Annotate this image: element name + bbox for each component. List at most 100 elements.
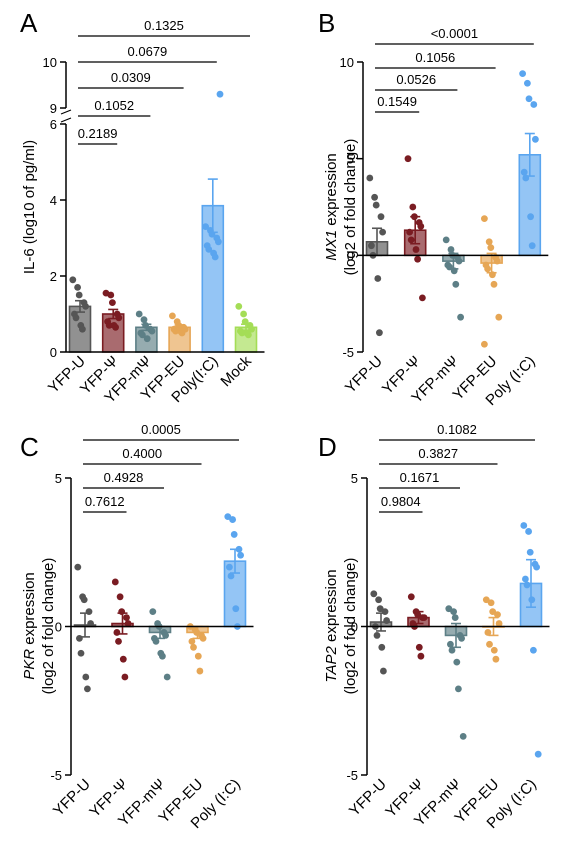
y-axis-label: PKR expression (log2 of fold change) <box>21 558 57 695</box>
data-point <box>533 563 540 571</box>
data-point <box>152 637 160 645</box>
y-axis-label-line2: (log2 of fold change) <box>40 558 57 695</box>
y-tick-label: 10 <box>340 55 354 70</box>
data-point <box>414 255 421 263</box>
data-point <box>74 284 81 291</box>
data-point <box>523 581 531 589</box>
p-value-label: 0.2189 <box>78 126 118 141</box>
p-value-label: <0.0001 <box>431 26 478 41</box>
data-point <box>135 310 143 318</box>
data-point <box>481 215 488 223</box>
data-point <box>457 313 464 321</box>
p-value-label: 0.9804 <box>381 494 421 509</box>
data-point <box>525 528 532 535</box>
data-point <box>215 238 222 246</box>
data-point <box>494 611 501 619</box>
data-point <box>455 685 462 693</box>
y-axis-label-text: expression <box>323 153 340 230</box>
data-point <box>495 620 503 627</box>
p-value-label: 0.0679 <box>128 44 168 59</box>
data-point <box>188 637 196 645</box>
data-point <box>226 563 233 571</box>
data-point <box>240 310 248 318</box>
data-point <box>202 223 210 231</box>
data-point <box>377 213 385 221</box>
data-point <box>113 629 121 636</box>
data-point <box>232 605 240 613</box>
y-axis-label-gene: MX1 <box>323 230 340 261</box>
data-point <box>163 673 171 681</box>
axis-break-mark <box>60 109 72 115</box>
data-point <box>485 238 493 246</box>
data-point <box>486 640 493 648</box>
data-point <box>74 563 82 571</box>
data-point <box>381 608 389 616</box>
data-point <box>380 667 387 675</box>
data-point <box>530 646 537 654</box>
data-point <box>484 629 492 636</box>
data-point <box>84 685 91 693</box>
data-point <box>453 658 461 666</box>
data-point <box>211 253 219 261</box>
p-value-label: 0.1549 <box>377 94 417 109</box>
data-point <box>383 617 390 624</box>
data-point <box>459 732 467 740</box>
p-value-label: 0.3827 <box>418 446 458 461</box>
data-point <box>407 593 415 601</box>
data-point <box>532 135 539 143</box>
data-point <box>80 596 88 604</box>
data-point <box>178 329 186 337</box>
data-point <box>82 673 90 681</box>
data-point <box>412 246 420 253</box>
p-value-label: 0.4000 <box>122 446 162 461</box>
p-value-label: 0.1325 <box>144 18 184 33</box>
data-point <box>238 329 246 337</box>
data-point <box>194 652 202 660</box>
data-point <box>85 608 93 616</box>
y-tick-label: 0 <box>50 345 57 360</box>
data-point <box>451 614 459 621</box>
data-point <box>230 531 238 538</box>
panel-b: B -5 0 5 10 MX1 expression (log2 of fold chang… <box>318 8 549 409</box>
panel-letter: C <box>20 432 39 462</box>
data-point <box>159 652 166 660</box>
data-point <box>481 340 488 348</box>
data-point <box>417 222 425 230</box>
data-point <box>199 634 207 642</box>
data-point <box>378 643 386 651</box>
y-tick-label: 5 <box>351 471 358 486</box>
data-point <box>409 203 417 211</box>
data-point <box>375 596 382 604</box>
data-point <box>75 291 83 299</box>
panel-letter: A <box>20 8 38 38</box>
data-point <box>196 667 204 675</box>
data-point <box>495 313 503 321</box>
data-point <box>492 655 500 663</box>
data-point <box>415 643 423 651</box>
data-point <box>452 280 460 288</box>
data-point <box>69 276 77 284</box>
data-point <box>241 318 249 325</box>
data-point <box>237 551 245 559</box>
data-point <box>205 246 213 253</box>
data-point <box>235 303 243 310</box>
data-point <box>76 634 83 642</box>
data-point <box>404 155 412 163</box>
y-axis-label-text: expression <box>323 569 340 646</box>
p-value-label: 0.1671 <box>400 470 440 485</box>
panel-d: D -5 0 5 TAP2 expression (log2 of fold change… <box>318 422 550 832</box>
data-point <box>370 590 378 598</box>
y-tick-label: -5 <box>50 768 62 783</box>
y-tick-label: 5 <box>55 471 62 486</box>
y-tick-label: 10 <box>43 55 57 70</box>
data-point <box>490 646 498 654</box>
y-tick-label: 5 <box>347 152 354 167</box>
data-point <box>112 323 119 331</box>
data-point <box>490 280 498 288</box>
data-point <box>447 640 454 648</box>
panel-letter: B <box>318 8 335 38</box>
y-tick-label: 6 <box>50 117 57 132</box>
data-point <box>366 174 374 182</box>
y-tick-label: 4 <box>50 193 57 208</box>
